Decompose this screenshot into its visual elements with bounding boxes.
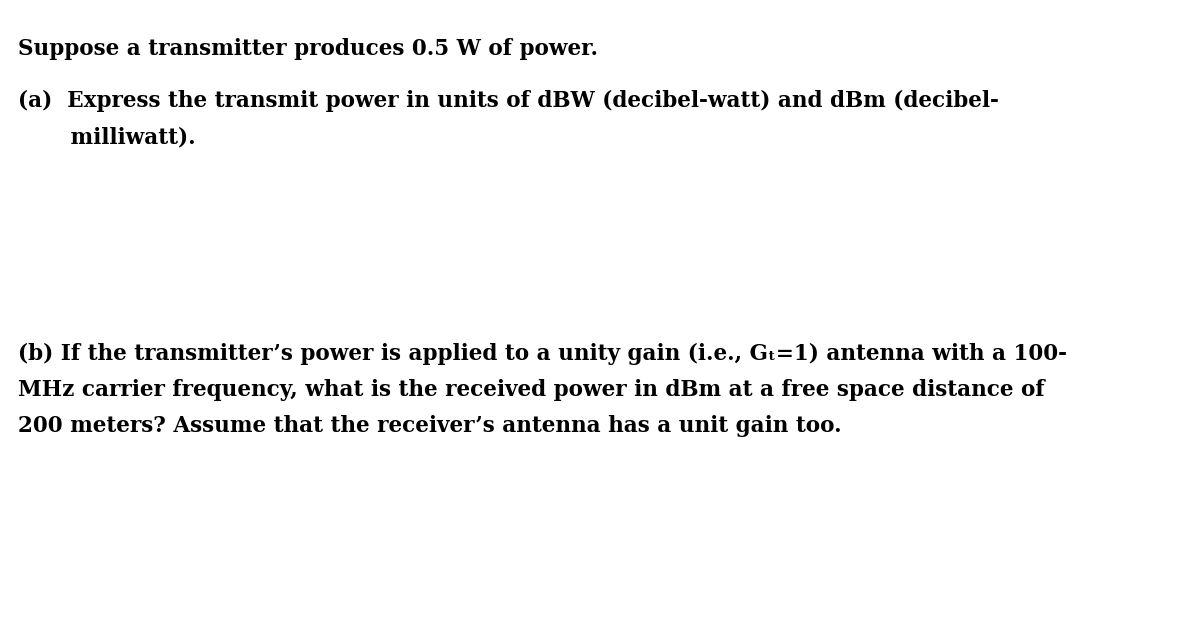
Text: MHz carrier frequency, what is the received power in dBm at a free space distanc: MHz carrier frequency, what is the recei… bbox=[18, 379, 1045, 401]
Text: milliwatt).: milliwatt). bbox=[18, 126, 196, 148]
Text: (b) If the transmitter’s power is applied to a unity gain (i.e., Gₜ=1) antenna w: (b) If the transmitter’s power is applie… bbox=[18, 343, 1067, 365]
Text: 200 meters? Assume that the receiver’s antenna has a unit gain too.: 200 meters? Assume that the receiver’s a… bbox=[18, 415, 841, 437]
Text: Suppose a transmitter produces 0.5 W of power.: Suppose a transmitter produces 0.5 W of … bbox=[18, 38, 598, 60]
Text: (a)  Express the transmit power in units of dBW (decibel-watt) and dBm (decibel-: (a) Express the transmit power in units … bbox=[18, 90, 998, 112]
